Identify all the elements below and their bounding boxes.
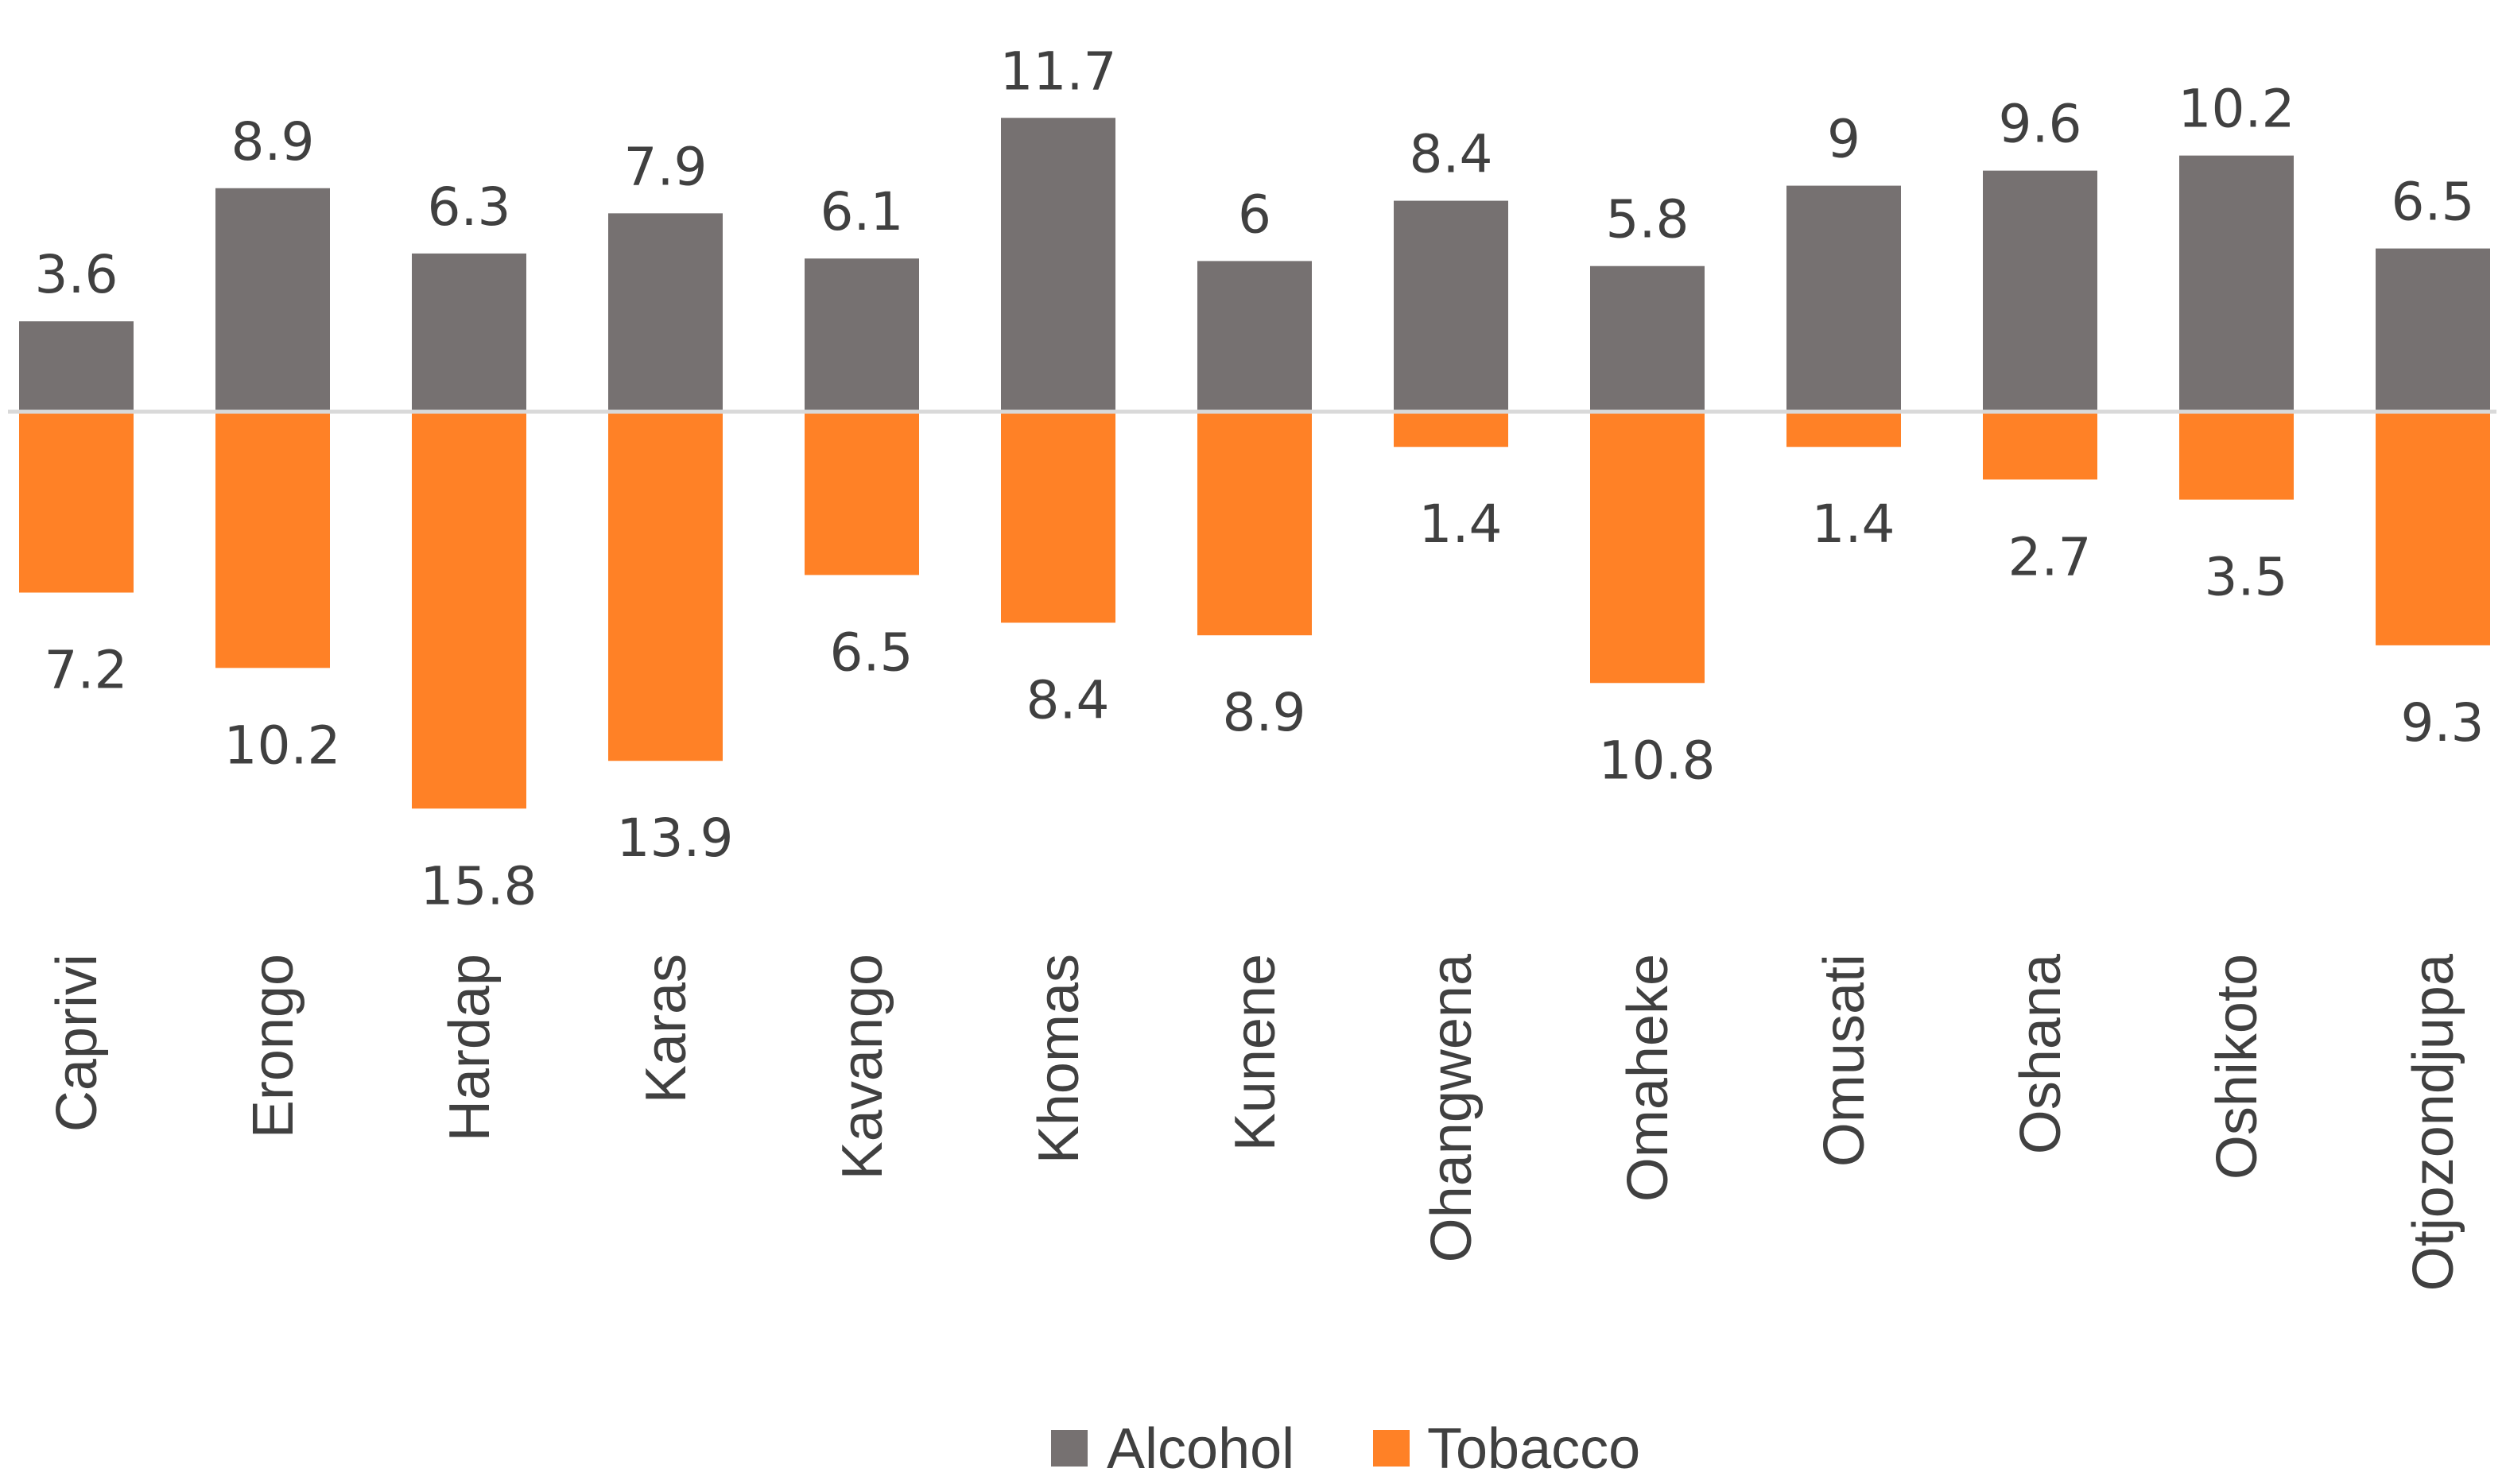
- value-labels: 3.6 7.2 8.9 10.2 6.3 15.8 7.9 13.9 6.1 6.5 11.7 8.4…: [35, 41, 2485, 916]
- category-label-otjozondjupa: Otjozondjupa: [2402, 953, 2465, 1291]
- alcohol-series: [19, 118, 2490, 412]
- bar-alcohol-erongo: [215, 188, 330, 412]
- bar-alcohol-kavango: [805, 258, 919, 412]
- label-tobacco-erongo: 10.2: [224, 715, 341, 776]
- category-label-kavango: Kavango: [831, 954, 894, 1180]
- category-labels: Caprivi Erongo Hardap Karas Kavango Khomas Kun…: [45, 953, 2465, 1291]
- label-alcohol-oshikoto: 10.2: [2178, 79, 2295, 140]
- bar-tobacco-kavango: [805, 412, 919, 575]
- bar-alcohol-oshana: [1983, 170, 2097, 412]
- bar-alcohol-karas: [608, 213, 723, 412]
- legend-swatch-tobacco: [1373, 1430, 1410, 1467]
- label-tobacco-hardap: 15.8: [421, 855, 537, 916]
- bar-tobacco-karas: [608, 412, 723, 761]
- bar-tobacco-oshana: [1983, 412, 2097, 480]
- bar-tobacco-hardap: [412, 412, 526, 809]
- label-tobacco-ohangwena: 1.4: [1419, 494, 1503, 555]
- category-label-ohangwena: Ohangwena: [1420, 953, 1484, 1262]
- bar-alcohol-kunene: [1197, 261, 1312, 412]
- category-label-omaheke: Omaheke: [1616, 954, 1680, 1202]
- bar-alcohol-khomas: [1001, 118, 1115, 412]
- bar-alcohol-ohangwena: [1394, 200, 1508, 412]
- bar-alcohol-caprivi: [19, 321, 134, 412]
- category-label-erongo: Erongo: [242, 954, 305, 1138]
- category-label-omusati: Omusati: [1813, 954, 1876, 1167]
- category-label-oshikoto: Oshikoto: [2205, 954, 2269, 1180]
- category-label-hardap: Hardap: [438, 954, 502, 1141]
- label-tobacco-karas: 13.9: [617, 808, 734, 869]
- label-alcohol-otjozondjupa: 6.5: [2392, 172, 2475, 233]
- bar-tobacco-otjozondjupa: [2376, 412, 2490, 645]
- tobacco-series: [19, 412, 2490, 809]
- label-tobacco-otjozondjupa: 9.3: [2401, 692, 2485, 754]
- bar-alcohol-oshikoto: [2179, 155, 2294, 412]
- bar-alcohol-omusati: [1786, 185, 1901, 412]
- label-tobacco-oshana: 2.7: [2008, 526, 2092, 587]
- label-alcohol-kunene: 6: [1238, 184, 1271, 245]
- bar-alcohol-otjozondjupa: [2376, 248, 2490, 412]
- category-label-kunene: Kunene: [1224, 954, 1287, 1151]
- category-label-khomas: Khomas: [1027, 954, 1091, 1164]
- category-label-karas: Karas: [634, 954, 698, 1103]
- label-alcohol-erongo: 8.9: [231, 111, 315, 172]
- bar-tobacco-omusati: [1786, 412, 1901, 448]
- legend-swatch-alcohol: [1051, 1430, 1088, 1467]
- bar-alcohol-hardap: [412, 253, 526, 412]
- label-alcohol-karas: 7.9: [624, 136, 708, 197]
- label-tobacco-kavango: 6.5: [830, 622, 914, 683]
- label-alcohol-omaheke: 5.8: [1606, 189, 1689, 250]
- label-alcohol-caprivi: 3.6: [35, 244, 118, 305]
- label-alcohol-omusati: 9: [1827, 109, 1860, 170]
- label-alcohol-ohangwena: 8.4: [1410, 124, 1493, 185]
- label-alcohol-oshana: 9.6: [1999, 94, 2082, 155]
- label-tobacco-omaheke: 10.8: [1599, 730, 1716, 791]
- bar-alcohol-omaheke: [1590, 265, 1705, 412]
- label-alcohol-kavango: 6.1: [820, 181, 904, 242]
- legend-label-tobacco: Tobacco: [1427, 1417, 1640, 1481]
- bar-tobacco-kunene: [1197, 412, 1312, 636]
- label-tobacco-omusati: 1.4: [1812, 494, 1895, 555]
- label-alcohol-khomas: 11.7: [1000, 41, 1117, 102]
- legend-label-alcohol: Alcohol: [1107, 1417, 1294, 1481]
- category-label-caprivi: Caprivi: [45, 954, 109, 1132]
- bar-tobacco-oshikoto: [2179, 412, 2294, 500]
- label-tobacco-oshikoto: 3.5: [2205, 547, 2288, 608]
- legend: Alcohol Tobacco: [1051, 1417, 1640, 1481]
- bar-tobacco-erongo: [215, 412, 330, 668]
- bar-tobacco-ohangwena: [1394, 412, 1508, 448]
- label-alcohol-hardap: 6.3: [428, 176, 511, 238]
- bar-tobacco-caprivi: [19, 412, 134, 593]
- bar-tobacco-omaheke: [1590, 412, 1705, 684]
- label-tobacco-kunene: 8.9: [1223, 682, 1306, 743]
- label-tobacco-caprivi: 7.2: [45, 640, 128, 701]
- bar-tobacco-khomas: [1001, 412, 1115, 623]
- label-tobacco-khomas: 8.4: [1026, 669, 1110, 730]
- category-label-oshana: Oshana: [2009, 953, 2073, 1154]
